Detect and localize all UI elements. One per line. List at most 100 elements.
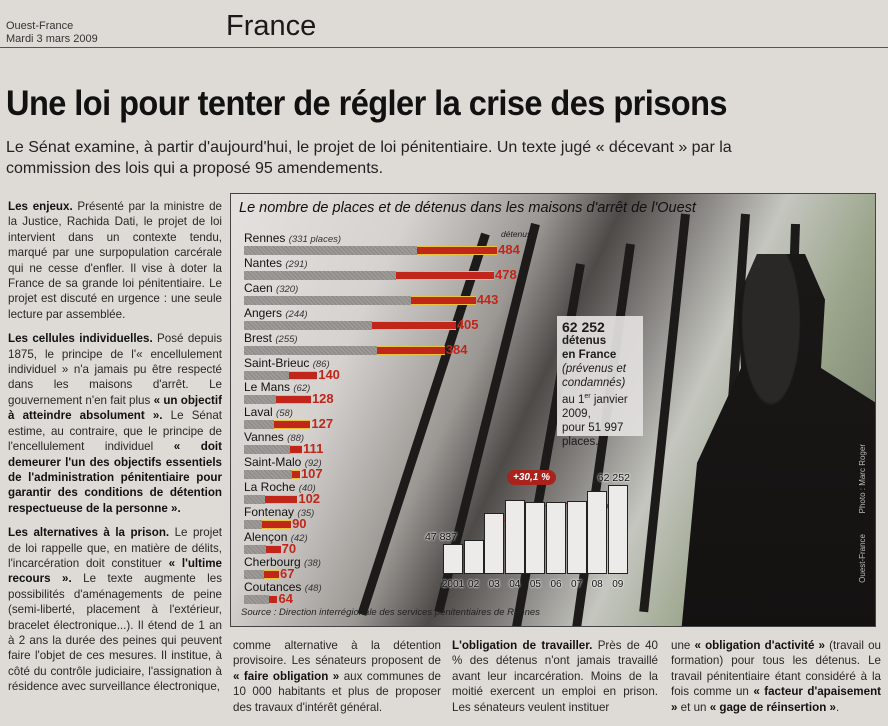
bar-row: Saint-Brieuc (86) 140 (244, 356, 340, 382)
detenus-bar (274, 420, 311, 430)
paragraph: Les alternatives à la prison. Le projet … (8, 525, 222, 694)
bar-row: Vannes (88) 111 (244, 430, 323, 456)
bar-track: 70 (244, 541, 308, 556)
detenus-value: 64 (278, 590, 293, 606)
year-label: 04 (509, 579, 521, 590)
places-label: (320) (276, 283, 299, 295)
year-label: 2001 (441, 579, 465, 590)
detenus-value: 127 (311, 416, 334, 432)
year-bar (504, 499, 525, 574)
detenus-bar (377, 345, 445, 355)
city-name: Brest (244, 330, 273, 345)
city-name: Vannes (244, 430, 284, 445)
bar-row: Brest (255) 384 (244, 330, 468, 357)
detenus-bar (411, 295, 476, 305)
text: comme alternative à la détention proviso… (233, 639, 441, 668)
city-name: La Roche (244, 480, 296, 494)
text: Posé depuis 1875, le principe de l'« enc… (8, 332, 222, 407)
text: Le projet de loi rappelle que, en matièr… (8, 526, 222, 570)
bar-track: 107 (244, 466, 323, 481)
places-value: 40 (301, 483, 313, 494)
detenus-value: 478 (494, 266, 517, 282)
text: (travail ou formation) pour tous les dét… (671, 639, 881, 699)
places-label: (331 places) (288, 234, 342, 245)
row-label: Saint-Malo (92) (244, 455, 322, 469)
places-value: 244 (288, 308, 305, 320)
bar-row: Nantes (291) 478 (244, 256, 517, 282)
places-bar (244, 295, 476, 305)
photo-credit: Photo : Marc Roger (858, 444, 867, 514)
places-label: (88) (287, 433, 305, 445)
city-name: Cherbourg (244, 554, 301, 569)
year-value-label: 62 252 (597, 472, 630, 485)
bar-track: 128 (244, 391, 334, 406)
info-sup: er (584, 393, 591, 400)
bar-row: Coutances (48) 64 (244, 579, 322, 606)
text: une (671, 639, 695, 652)
bold-text: « doit demeurer l'un des objectifs essen… (8, 440, 223, 515)
places-bar (244, 594, 278, 604)
text: Présenté par la ministre de la Justice, … (8, 200, 222, 321)
city-name: Fontenay (244, 504, 295, 519)
infographic: Le nombre de places et de détenus dans l… (230, 193, 876, 627)
year-label: 06 (550, 579, 562, 590)
bar-row: La Roche (40) 102 (244, 480, 320, 506)
places-bar (244, 470, 300, 480)
places-value: 92 (307, 458, 319, 470)
bold-text: « l'ultime recours ». (8, 556, 222, 586)
detenus-bar (269, 594, 278, 604)
city-name: Coutances (244, 579, 302, 594)
row-label: Rennes (331 places) (244, 231, 341, 245)
text: . (835, 700, 840, 714)
bar-track: 484 (244, 242, 520, 257)
places-value: 86 (315, 358, 327, 370)
places-bar (244, 246, 498, 255)
bold-text: « gage de réinsertion » (709, 700, 836, 714)
paragraph: une « obligation d'activité » (travail o… (671, 638, 881, 715)
info-line: pour 51 997 places. (562, 421, 624, 448)
info-line: au 1er janvier 2009, (562, 390, 638, 421)
places-value: 38 (307, 557, 318, 569)
places-bar (244, 445, 303, 455)
year-bar (587, 491, 608, 574)
detenus-value: 67 (280, 565, 295, 581)
places-value: 88 (290, 433, 301, 445)
paragraph: Les enjeux. Présenté par la ministre de … (8, 199, 222, 322)
bar-row: Caen (320) 443 (244, 281, 498, 307)
paragraph: comme alternative à la détention proviso… (233, 638, 441, 715)
info-line: (prévenus et condamnés) (562, 363, 626, 389)
year-bar (443, 544, 463, 574)
bar-track: 140 (244, 367, 340, 382)
places-label: (38) (304, 557, 321, 569)
bold-text: L'obligation de travailler. (452, 639, 593, 652)
detenus-bar (292, 470, 300, 480)
city-name: Laval (244, 405, 273, 420)
bar-track: 405 (244, 317, 479, 332)
detenus-bar (288, 370, 318, 380)
places-value: 255 (278, 333, 295, 345)
year-label: 03 (488, 579, 500, 590)
column-4: une « obligation d'activité » (travail o… (671, 638, 881, 724)
bar-track: 67 (244, 566, 321, 581)
detenus-value: 443 (476, 291, 499, 307)
detenus-value: 384 (445, 341, 468, 357)
detenus-value: 128 (311, 391, 334, 407)
row-label: Fontenay (35) (244, 505, 314, 519)
places-bar (244, 370, 318, 380)
bar-track: 64 (244, 591, 322, 606)
header-divider (0, 47, 888, 48)
lede: Le Sénat examine, à partir d'aujourd'hui… (6, 139, 732, 177)
places-label: (255) (275, 333, 298, 345)
places-bar (244, 345, 445, 355)
text: aux communes de 10 000 habitants et plus… (233, 669, 442, 714)
city-name: Le Mans (244, 380, 291, 395)
detenus-bar (417, 246, 498, 255)
places-label: (244) (285, 308, 308, 320)
year-label: 08 (591, 579, 603, 590)
bar-row: Laval (58) 127 (244, 405, 333, 431)
city-name: Alençon (244, 529, 288, 544)
places-value: 58 (279, 408, 290, 420)
places-label: (35) (297, 507, 315, 519)
row-label: Vannes (88) (244, 430, 304, 444)
bar-track: 102 (244, 491, 320, 506)
